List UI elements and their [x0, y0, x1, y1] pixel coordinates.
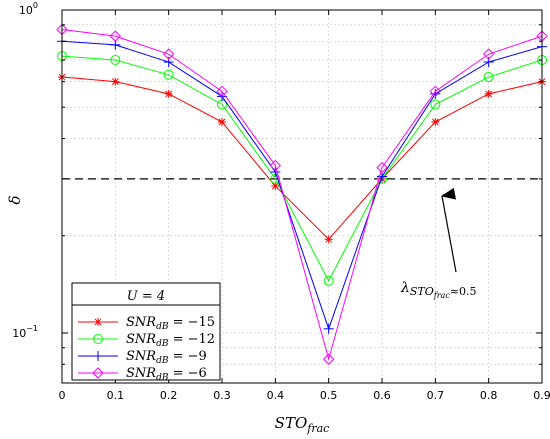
x-axis-title-sub: frac — [306, 422, 329, 435]
data-point — [92, 367, 104, 379]
data-point — [323, 275, 334, 286]
data-point — [430, 99, 441, 110]
data-point — [269, 159, 282, 172]
data-point — [324, 235, 333, 244]
data-point — [111, 77, 120, 86]
data-point — [93, 351, 103, 361]
legend-box — [71, 282, 221, 381]
y-axis-title: δ — [6, 195, 24, 204]
x-tick-label: 0.5 — [320, 389, 338, 402]
data-point — [376, 161, 388, 174]
x-tick-label: 0.7 — [427, 389, 445, 402]
legend-label: SNRdB = −9 — [126, 349, 207, 366]
data-point — [94, 318, 102, 326]
legend-item: SNRdB = −6 — [78, 366, 207, 383]
data-point — [218, 118, 226, 127]
legend-title: U = 4 — [127, 289, 165, 304]
legend-item: SNRdB = −9 — [78, 349, 207, 366]
data-point — [482, 48, 495, 60]
series-circle — [57, 51, 547, 286]
data-point — [110, 55, 121, 66]
data-point — [429, 85, 442, 98]
legend-item: SNRdB = −15 — [78, 315, 215, 332]
legend-item: SNRdB = −12 — [78, 332, 215, 349]
series-line — [61, 29, 543, 361]
legend-label: SNRdB = −12 — [126, 332, 215, 349]
x-tick-label: 0 — [59, 389, 66, 402]
data-point — [109, 30, 122, 42]
x-tick-label: 0.2 — [160, 389, 178, 402]
series-line — [61, 40, 543, 331]
x-tick-label: 0.8 — [480, 389, 498, 402]
data-point — [271, 182, 280, 191]
data-point — [430, 88, 441, 99]
x-tick-label: 0.1 — [107, 389, 125, 402]
x-tick-label: 0.6 — [373, 389, 391, 402]
x-tick-label: 0.3 — [213, 389, 231, 402]
series-layer — [56, 23, 548, 365]
data-point — [163, 69, 174, 80]
data-point — [270, 167, 281, 178]
data-point — [216, 85, 228, 98]
annotation-arrow — [440, 187, 457, 273]
legend-label: SNRdB = −15 — [126, 315, 215, 332]
legend-label: SNRdB = −6 — [126, 366, 207, 383]
y-tick-label: 10−1 — [12, 324, 38, 340]
series-star — [58, 73, 546, 244]
x-tick-label: 0.4 — [267, 389, 285, 402]
data-point — [164, 89, 173, 98]
x-axis-title: STOfrac — [275, 414, 330, 435]
data-point — [483, 72, 494, 83]
data-point — [484, 89, 493, 98]
annotation: λSTOfrac≈0.5 — [400, 187, 477, 300]
data-point — [431, 118, 440, 127]
data-point — [93, 334, 103, 344]
plot-frame — [61, 9, 543, 384]
annotation-text: λSTOfrac≈0.5 — [400, 280, 477, 300]
data-point — [162, 48, 175, 60]
series-line — [61, 55, 543, 282]
data-point — [322, 353, 335, 365]
y-tick-label: 100 — [19, 1, 38, 17]
series-line — [61, 76, 543, 241]
data-point — [323, 323, 334, 334]
x-tick-label: 0.9 — [533, 389, 550, 402]
